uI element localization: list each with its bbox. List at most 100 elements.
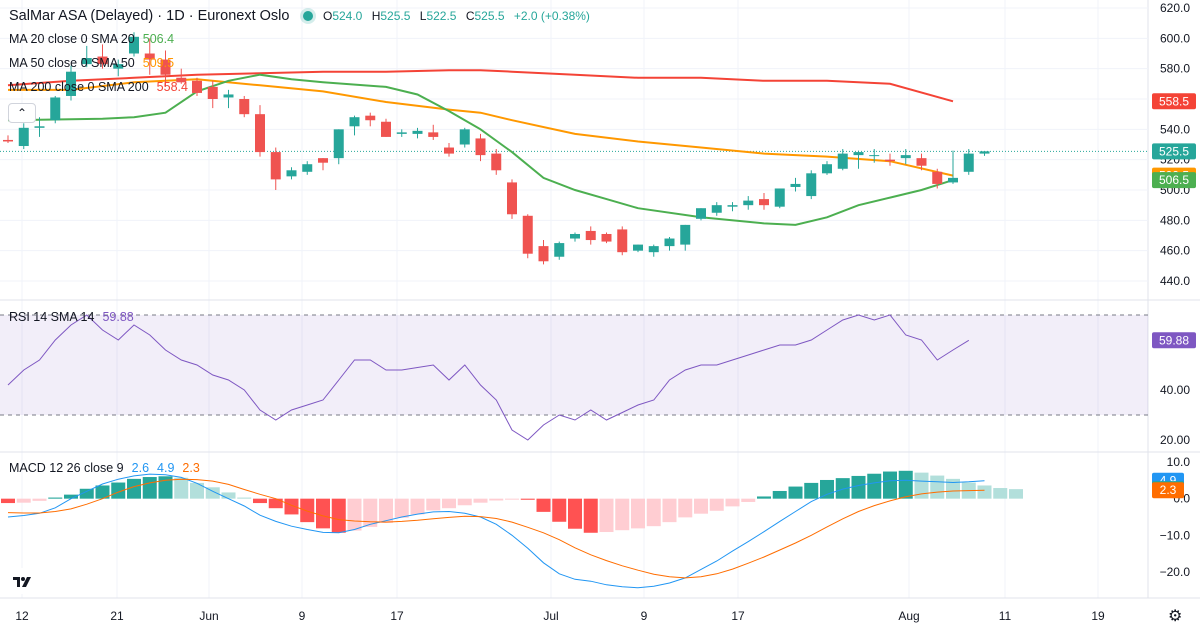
gear-icon[interactable]: ⚙ (1168, 608, 1183, 625)
low-label: L (419, 9, 427, 23)
macd-histogram-bar (32, 498, 47, 501)
y-tick-label: 460.0 (1160, 244, 1190, 258)
macd-histogram-bar (505, 498, 519, 500)
macd-histogram-bar (851, 475, 866, 499)
low-value: 522.5 (426, 9, 457, 23)
macd-pane (1, 470, 1023, 589)
candle-body (270, 152, 281, 180)
market-status-icon (303, 11, 314, 22)
candle-body (34, 126, 45, 128)
ma200-label: MA 200 close 0 SMA 200 (9, 80, 149, 94)
candle-body (696, 208, 706, 219)
macd-histogram-bar (615, 498, 630, 531)
x-tick-label: 21 (110, 609, 124, 623)
high-label: H (371, 9, 381, 23)
candle-body (286, 170, 297, 177)
ma50-legend[interactable]: MA 50 close 0 SMA 50 509.5 (9, 56, 174, 70)
macd-signal-value: 2.3 (182, 461, 200, 475)
candle-body (633, 244, 643, 251)
macd-label-text: 2.3 (1160, 483, 1177, 497)
macd-histogram-bar (741, 498, 756, 502)
candle-body (664, 238, 675, 247)
macd-histogram-bar (757, 496, 771, 499)
rsi-label-box (1152, 332, 1196, 349)
rsi-band (0, 315, 1148, 415)
macd-histogram-bar (79, 488, 94, 499)
y-tick-label: 480.0 (1160, 213, 1190, 227)
macd-histogram-bar (898, 470, 913, 499)
macd-line (7, 473, 985, 589)
macd-histogram-bar (190, 482, 204, 499)
candle-body (822, 164, 832, 174)
macd-histogram-bar (1009, 489, 1023, 499)
macd-histogram-bar (174, 477, 189, 499)
candle-body (585, 230, 596, 241)
ma50-line (8, 78, 954, 177)
rsi-tick-label: 40.00 (1160, 383, 1190, 397)
macd-histogram-bar (552, 498, 567, 522)
candle-body (3, 139, 13, 142)
macd-histogram-bar (993, 488, 1008, 499)
ma50-value: 509.5 (142, 56, 175, 70)
macd-tick-label: −10.0 (1160, 528, 1191, 542)
ma20-legend[interactable]: MA 20 close 0 SMA 20 506.4 (9, 32, 174, 46)
macd-legend[interactable]: MACD 12 26 close 9 2.6 4.9 2.3 (9, 461, 200, 475)
macd-histogram-bar (442, 498, 456, 509)
macd-histogram-bar (426, 498, 441, 511)
macd-histogram-bar (64, 494, 78, 499)
macd-histogram-bar (127, 478, 141, 499)
candle-body (160, 59, 171, 75)
macd-histogram-bar (646, 498, 661, 527)
y-tick-label: 540.0 (1160, 122, 1190, 136)
rsi-line (7, 314, 970, 441)
macd-histogram-bar (253, 498, 267, 504)
y-tick-label: 580.0 (1160, 62, 1190, 76)
x-tick-label: Jun (199, 609, 218, 623)
axes: 1221Jun917Jul917Aug1119620.0600.0580.056… (15, 1, 1196, 623)
chevron-up-icon[interactable]: ⌃ (8, 103, 36, 123)
candle-body (648, 246, 659, 253)
candle-body (759, 199, 769, 206)
macd-histogram-bar (883, 471, 897, 499)
price-label-box (1152, 143, 1196, 160)
macd-histogram-bar (316, 498, 330, 529)
y-tick-label: 440.0 (1160, 274, 1190, 288)
candle-body (66, 71, 76, 96)
candle-body (176, 77, 187, 83)
macd-histogram-bar (268, 498, 283, 509)
candle-body (522, 215, 533, 254)
x-tick-label: Jul (543, 609, 558, 623)
ma200-legend[interactable]: MA 200 close 0 SMA 200 558.4 (9, 80, 188, 94)
macd-histogram-bar (48, 497, 63, 499)
candle-body (900, 155, 911, 159)
symbol-title[interactable]: SalMar ASA (Delayed) · 1D · Euronext Osl… (9, 8, 290, 24)
candle-body (365, 115, 376, 121)
tradingview-logo-icon[interactable] (8, 568, 38, 594)
macd-tick-label: 10.0 (1167, 455, 1191, 469)
rsi-legend[interactable]: RSI 14 SMA 14 59.88 (9, 310, 134, 324)
candle-body (444, 147, 454, 154)
candle-body (302, 164, 313, 172)
macd-label-box (1152, 482, 1184, 499)
x-tick-label: 9 (299, 609, 306, 623)
tradingview-logo-icon-svg (13, 577, 31, 587)
macd-value: 2.6 (131, 461, 150, 475)
price-label-box (1152, 172, 1196, 189)
candle-body (129, 36, 139, 54)
macd-histogram-bar (111, 482, 126, 499)
macd-histogram-bar (631, 498, 645, 529)
candle-body (948, 177, 958, 183)
rsi-value: 59.88 (102, 310, 134, 324)
candle-body (18, 127, 29, 147)
ma200-value: 558.4 (156, 80, 188, 94)
candle-body (349, 117, 360, 127)
candle-body (239, 99, 250, 115)
x-tick-label: 17 (731, 609, 745, 623)
macd-histogram-bar (221, 492, 236, 499)
macd-histogram-bar (772, 490, 787, 499)
candle-body (223, 94, 234, 98)
ma20-line (7, 73, 954, 226)
macd-histogram-bar (457, 498, 472, 506)
candle-body (475, 138, 486, 156)
